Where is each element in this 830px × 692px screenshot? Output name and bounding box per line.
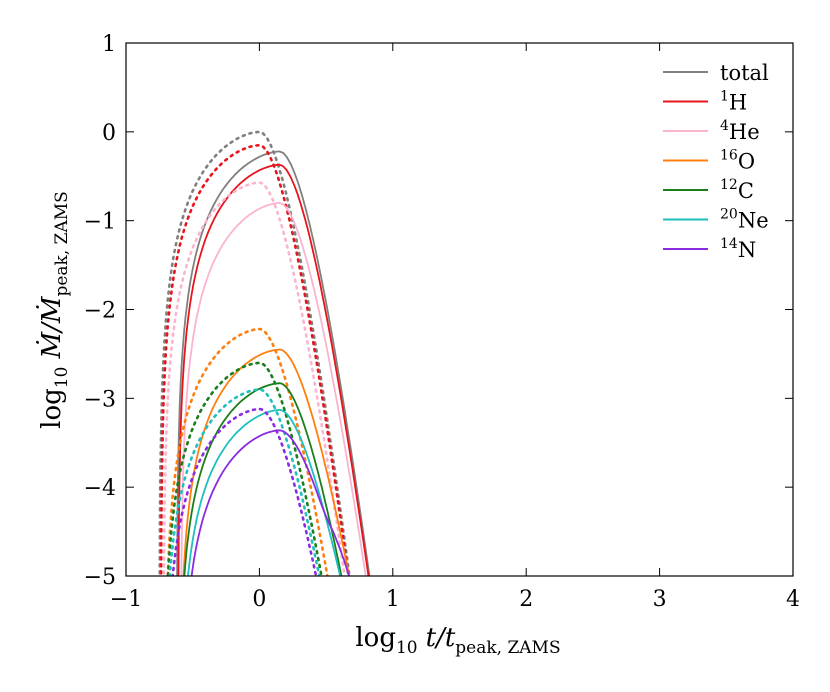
legend-sup-C: 12 — [720, 177, 738, 193]
legend-element-O: O — [738, 150, 755, 174]
y-axis-label-prefix: log — [37, 388, 67, 429]
legend-label-total: total — [720, 61, 769, 85]
series-line-He — [180, 201, 367, 576]
series-line-O — [182, 348, 351, 576]
legend-element-He: He — [729, 120, 760, 144]
y-axis-label: log10 Ṁ/Ṁpeak, ZAMS — [36, 191, 72, 429]
x-tick-label: 3 — [653, 587, 667, 612]
legend-label-O: 16O — [720, 148, 755, 174]
legend-label-Ne: 20Ne — [720, 207, 769, 233]
x-tick-label: 4 — [786, 587, 800, 612]
y-tick-label: −5 — [84, 565, 116, 590]
series-line-H — [177, 163, 370, 576]
x-axis-label-var-sub: peak, ZAMS — [455, 638, 560, 658]
legend-label-He: 4He — [720, 118, 760, 144]
series-line-Ne-zams — [168, 388, 321, 576]
y-axis-label-var-sub: peak, ZAMS — [52, 191, 72, 296]
x-tick-label: 1 — [386, 587, 400, 612]
series-line-Ne — [187, 408, 342, 576]
y-tick-label: −3 — [84, 387, 116, 412]
series-line-C-zams — [166, 361, 323, 576]
series-line-He-zams — [162, 181, 346, 576]
legend-element-C: C — [738, 179, 754, 203]
legend-element-H: H — [729, 91, 747, 115]
x-axis-label-prefix-sub: 10 — [396, 638, 418, 658]
series-line-H-zams — [159, 143, 350, 576]
y-tick-labels: −5 −4 −3 −2 −1 0 1 — [84, 32, 116, 590]
x-tick-label: −1 — [110, 587, 142, 612]
legend-sup-H: 1 — [720, 89, 729, 105]
y-tick-label: 1 — [102, 32, 116, 57]
y-tick-label: 0 — [102, 121, 116, 146]
series-line-total — [176, 150, 371, 576]
y-tick-label: −2 — [84, 299, 116, 324]
x-axis-label: log10 t/tpeak, ZAMS — [355, 623, 560, 658]
legend-sup-Ne: 20 — [720, 207, 738, 223]
legend-sup-O: 16 — [720, 148, 738, 164]
y-axis-label-var: Ṁ/Ṁ — [36, 295, 67, 359]
series-line-N — [190, 429, 350, 576]
x-tick-labels: −1 0 1 2 3 4 — [110, 587, 800, 612]
legend-element-N: N — [738, 238, 756, 262]
axis-ticks — [125, 42, 794, 577]
series-line-total-zams — [158, 130, 351, 576]
plot-frame — [125, 42, 794, 577]
series-lines — [158, 130, 371, 576]
x-tick-label: 2 — [519, 587, 533, 612]
x-axis-label-prefix: log — [355, 623, 396, 653]
legend-label-H: 1H — [720, 89, 747, 115]
series-line-C — [183, 382, 343, 576]
y-tick-label: −4 — [84, 476, 116, 501]
legend-sup-He: 4 — [720, 118, 729, 134]
series-line-O-zams — [166, 327, 329, 576]
legend-label-N: 14N — [720, 236, 756, 262]
series-line-N-zams — [171, 407, 318, 576]
legend-sup-N: 14 — [720, 236, 738, 252]
y-tick-label: −1 — [84, 210, 116, 235]
x-axis-label-var: t/t — [426, 623, 456, 653]
y-axis-label-prefix-sub: 10 — [52, 367, 72, 389]
x-tick-label: 0 — [252, 587, 266, 612]
legend-label-C: 12C — [720, 177, 754, 203]
legend-element-Ne: Ne — [738, 209, 769, 233]
